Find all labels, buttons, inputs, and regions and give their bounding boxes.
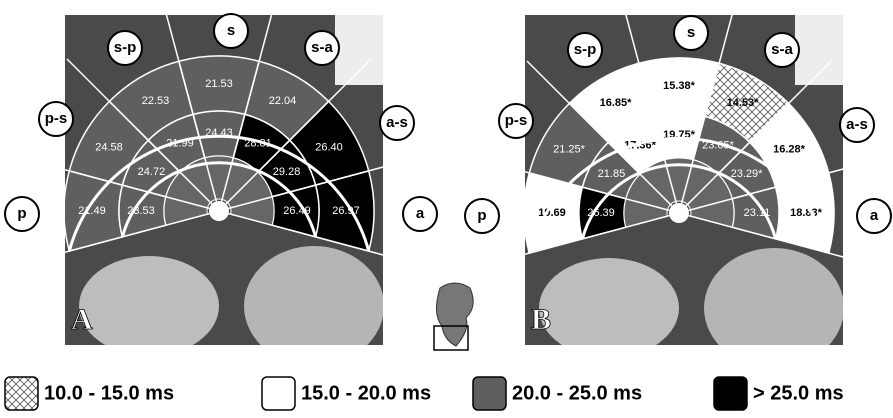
- direction-label: p: [17, 205, 26, 222]
- legend-label: > 25.0 ms: [753, 382, 844, 404]
- femoral-head: [539, 258, 679, 358]
- segment-value: 24.58: [95, 141, 123, 153]
- direction-label: s-p: [574, 41, 597, 58]
- legend-swatch: [262, 377, 295, 410]
- segment-value: 21.25*: [553, 143, 586, 155]
- legend-label: 10.0 - 15.0 ms: [44, 382, 174, 404]
- legend-swatch: [5, 377, 38, 410]
- segment-value: 22.04: [269, 95, 297, 107]
- direction-label: s: [227, 22, 235, 39]
- femoral-head: [79, 256, 219, 356]
- direction-label: p-s: [45, 110, 68, 127]
- direction-label: p: [477, 207, 486, 224]
- direction-label: a-s: [386, 114, 408, 131]
- segment-value: 23.29*: [731, 168, 764, 180]
- direction-label: a: [416, 205, 425, 222]
- figure: 21.4924.5822.5321.5322.0426.4026.9723.53…: [0, 0, 893, 418]
- direction-label: s-p: [114, 39, 137, 56]
- segment-value: 22.53: [142, 95, 170, 107]
- direction-label: s-a: [311, 39, 333, 56]
- image-corner: [795, 15, 843, 85]
- legend-label: 15.0 - 20.0 ms: [301, 382, 431, 404]
- segment-value: 26.40: [315, 141, 343, 153]
- segment-value: 29.28: [273, 166, 301, 178]
- direction-label: p-s: [505, 112, 528, 129]
- pelvis-icon: [434, 283, 473, 350]
- panel-letter: A: [71, 303, 93, 336]
- center-dot: [209, 201, 229, 221]
- legend-swatch: [714, 377, 747, 410]
- femoral-head: [244, 246, 384, 366]
- direction-label: a-s: [846, 116, 868, 133]
- femoral-head: [704, 248, 844, 368]
- panel-letter: B: [531, 303, 551, 336]
- image-corner: [335, 15, 383, 85]
- legend-swatch: [473, 377, 506, 410]
- segment-value: 14.53*: [727, 97, 760, 109]
- segment-value: 16.85*: [600, 97, 633, 109]
- direction-label: a: [870, 207, 879, 224]
- direction-label: s: [687, 24, 695, 41]
- segment-value: 24.72: [138, 166, 166, 178]
- segment-value: 16.28*: [773, 143, 806, 155]
- segment-value: 15.38*: [663, 80, 696, 92]
- segment-value: 21.85: [598, 168, 626, 180]
- legend-label: 20.0 - 25.0 ms: [512, 382, 642, 404]
- direction-label: s-a: [771, 41, 793, 58]
- segment-value: 21.53: [205, 78, 233, 90]
- center-dot: [669, 203, 689, 223]
- segment-value: 18.83*: [790, 207, 823, 219]
